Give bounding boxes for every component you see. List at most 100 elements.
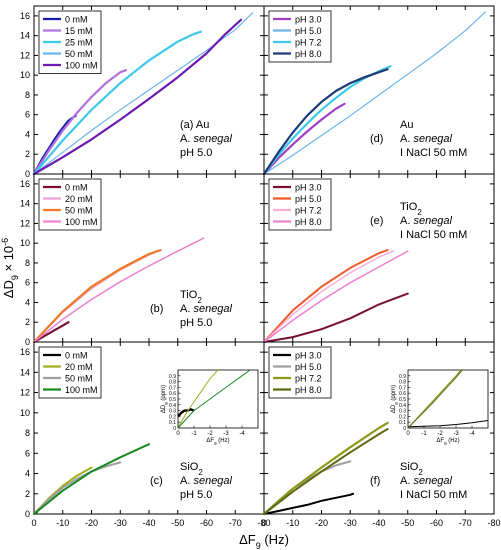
- inset-x-tick-label: -1: [191, 431, 197, 437]
- inset-y-tick-label: 0.2: [169, 414, 176, 420]
- y-tick-label: 2: [25, 489, 30, 499]
- series-line-b-2: [32, 249, 162, 344]
- x-tick-label: -50: [401, 518, 414, 528]
- annotation-part: A.: [180, 133, 193, 145]
- inset-series-line: [407, 420, 489, 428]
- legend-label: 50 mM: [65, 374, 93, 384]
- annotation-part: 2: [198, 468, 203, 477]
- annotation-line: pH 5.0: [180, 317, 212, 329]
- inset-y-label-part: 9: [164, 402, 169, 405]
- series-line-b-3: [33, 237, 205, 343]
- inset-x-label: ΔF9 (Hz): [206, 438, 229, 446]
- y-tick-label: 16: [20, 11, 30, 21]
- annotation-part: 2: [417, 208, 422, 217]
- annotation-line: A. senegal: [400, 133, 453, 145]
- series-line-d-2: [262, 65, 392, 176]
- x-tick-label: -40: [372, 518, 385, 528]
- series-line-c-2: [33, 461, 122, 515]
- series-line-e-2: [263, 250, 395, 343]
- annotation-part: I NaCl 50 mM: [400, 147, 467, 159]
- annotation-line: A. senegal: [400, 475, 453, 487]
- legend-label: 0 mM: [65, 183, 88, 193]
- legend-label: pH 5.0: [295, 194, 322, 204]
- inset-y-tick-label: 0.6: [169, 391, 176, 397]
- annotation-part: senegal: [193, 133, 232, 145]
- inset-x-tick-label: -2: [207, 431, 213, 437]
- annotation-part: TiO: [400, 201, 418, 213]
- annotation-line: pH 5.0: [180, 147, 212, 159]
- annotation-part: senegal: [413, 215, 452, 227]
- y-tick-label: 14: [20, 199, 30, 209]
- y-tick-label: 12: [20, 388, 30, 398]
- inset-y-label-part: 9: [394, 402, 399, 405]
- inset-y-label: ΔD9 (ppm): [161, 385, 169, 413]
- panel-d: pH 3.0pH 5.0 pH 7.2pH 8.0 (d) Au A. senegal I…: [262, 5, 495, 176]
- series-line-f-3: [263, 428, 389, 515]
- y-tick-label: 4: [25, 129, 30, 139]
- inset-y-tick-label: 0: [173, 426, 176, 432]
- series-line-a-2: [32, 30, 202, 176]
- inset-y-label-part: ΔD: [391, 404, 397, 413]
- legend-label: pH 7.2: [295, 38, 322, 48]
- legend-label: 20 mM: [65, 194, 93, 204]
- annotation-line: I NaCl 50 mM: [400, 489, 467, 501]
- x-tick-label: -70: [229, 518, 242, 528]
- annotation-line: I NaCl 50 mM: [400, 229, 467, 241]
- inset-f: 0 -1 -2 -3 -400.10.20.30.40.50.60.70.80.9ΔF9…: [391, 369, 489, 446]
- annotation-part: pH 5.0: [180, 317, 212, 329]
- x-tick-label: -10: [286, 518, 299, 528]
- legend-label: 20 mM: [65, 362, 93, 372]
- inset-y-label-part: (ppm): [391, 385, 397, 402]
- series-line-a-4: [32, 18, 243, 176]
- y-tick-label: 10: [20, 70, 30, 80]
- y-tick-label: 14: [20, 31, 30, 41]
- annotation-line: Au: [400, 119, 413, 131]
- inset-x-tick-label: -4: [469, 431, 475, 437]
- y-tick-label: 2: [25, 317, 30, 327]
- series-line-b-0: [32, 321, 70, 344]
- y-tick-label: 0: [25, 169, 30, 179]
- legend-label: 15 mM: [65, 26, 93, 36]
- inset-y-tick-label: 0.5: [169, 397, 176, 403]
- legend-label: pH 8.0: [295, 385, 322, 395]
- legend-label: 100 mM: [65, 385, 98, 395]
- annotation-part: Au: [400, 119, 413, 131]
- inset-x-label-part: 9: [444, 441, 447, 446]
- series-line-d-0: [262, 102, 346, 176]
- legend-label: pH 5.0: [295, 26, 322, 36]
- inset-x-tick-label: -4: [239, 431, 245, 437]
- inset-c: 0 -1 -2 -3 -400.10.20.30.40.50.60.70.80.9ΔF9…: [161, 369, 259, 446]
- annotation-part: A.: [400, 475, 413, 487]
- y-tick-label: 12: [20, 218, 30, 228]
- legend-label: pH 5.0: [295, 362, 322, 372]
- legend-label: pH 7.2: [295, 374, 322, 384]
- y-tick-label: 8: [25, 258, 30, 268]
- annotation-line: pH 5.0: [180, 489, 212, 501]
- y-tick-label: 4: [25, 297, 30, 307]
- annotation-part: senegal: [413, 475, 452, 487]
- inset-y-tick-label: 0.1: [399, 420, 406, 426]
- legend-label: pH 3.0: [295, 351, 322, 361]
- inset-x-label-part: 9: [214, 441, 217, 446]
- annotation-part: A.: [180, 303, 193, 315]
- annotation-part: senegal: [413, 133, 452, 145]
- x-tick-label: -30: [344, 518, 357, 528]
- inset-x-tick-label: -2: [437, 431, 443, 437]
- annotation-line: TiO2: [180, 289, 202, 305]
- inset-y-tick-label: 0.8: [399, 380, 406, 386]
- annotation-part: SiO: [400, 461, 419, 473]
- annotation-part: pH 5.0: [180, 147, 212, 159]
- y-tick-label: 12: [20, 50, 30, 60]
- annotation-part: A.: [400, 133, 413, 145]
- inset-series-line: [177, 369, 251, 429]
- inset-y-tick-label: 0.1: [169, 420, 176, 426]
- x-tick-label: -20: [315, 518, 328, 528]
- annotation-part: 2: [197, 296, 202, 305]
